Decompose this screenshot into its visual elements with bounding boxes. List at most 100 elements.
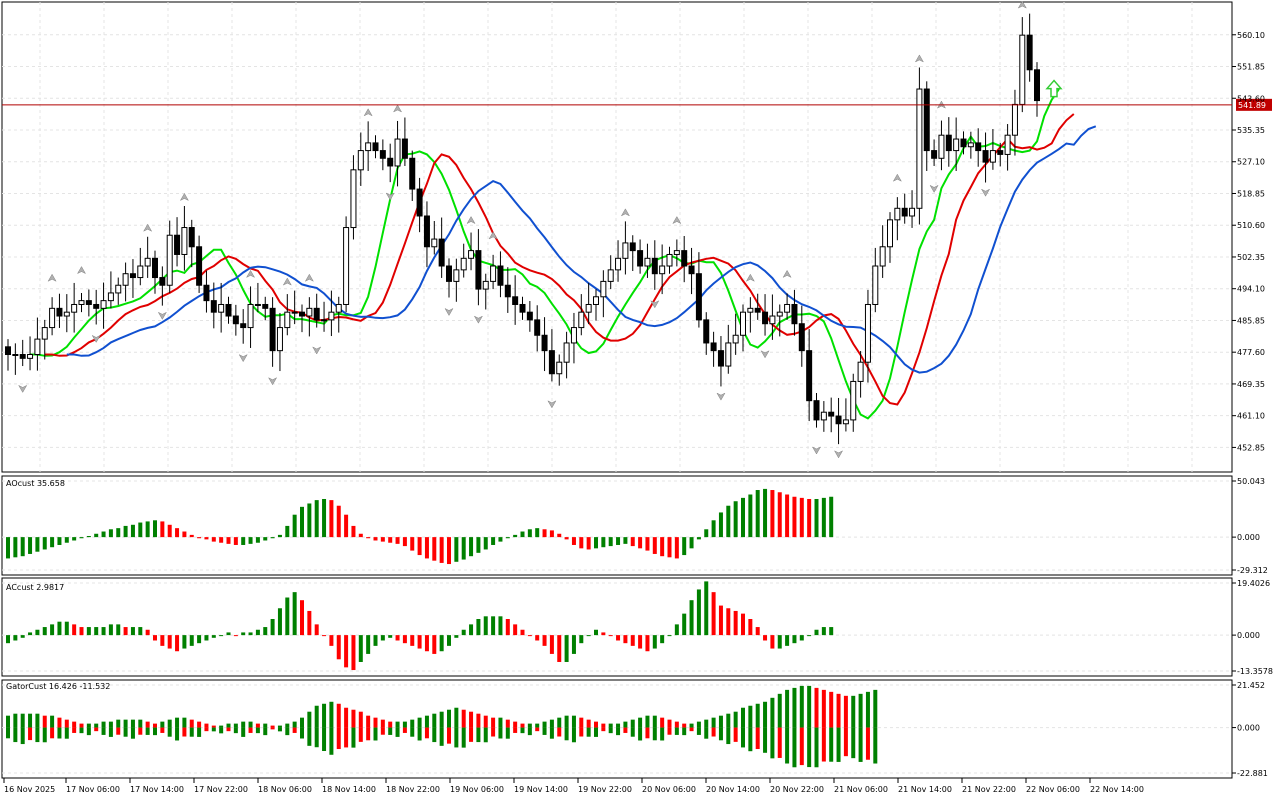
ao-panel[interactable] <box>6 488 834 565</box>
histogram-bar <box>130 627 135 636</box>
bull-candle <box>732 334 739 344</box>
fractal-up-arrow <box>892 173 902 182</box>
panel-frames <box>1 1 1233 779</box>
histogram-bar <box>447 635 451 646</box>
price-panel[interactable]: 541.89 <box>2 0 1272 459</box>
bull-candle <box>34 338 41 355</box>
histogram-bar <box>718 512 723 538</box>
gator-upper-bar <box>469 711 474 728</box>
histogram-bar <box>285 525 290 538</box>
gator-lower-bar <box>821 727 826 762</box>
histogram-bar <box>660 635 665 644</box>
gator-lower-bar <box>542 727 547 735</box>
price-tick-label: 560.10 <box>1237 31 1265 40</box>
time-tick-label: 19 Nov 14:00 <box>514 785 568 794</box>
bear-candle <box>504 284 511 298</box>
bear-candle <box>982 150 989 163</box>
gator-lower-bar <box>6 727 10 739</box>
fractal-up-arrow <box>1017 0 1027 9</box>
histogram-bar <box>491 537 496 545</box>
histogram-bar <box>388 635 393 638</box>
gator-lower-bar <box>116 727 121 735</box>
bear-candle <box>372 142 379 152</box>
bull-candle <box>115 284 122 294</box>
histogram-bar <box>219 635 224 637</box>
fractal-down-arrow <box>238 354 248 363</box>
gator-upper-bar <box>417 717 422 728</box>
candlesticks[interactable] <box>5 13 1040 445</box>
price-tick-label: 485.85 <box>1237 316 1265 325</box>
price-tick-label: 527.10 <box>1237 158 1265 167</box>
histogram-bar <box>667 635 672 637</box>
fractal-down-arrow <box>650 300 660 309</box>
histogram-bar <box>395 537 400 544</box>
histogram-bar <box>667 537 672 558</box>
bear-candle <box>196 246 203 286</box>
histogram-bar <box>322 635 327 637</box>
gator-lower-bar <box>454 727 459 748</box>
gator-lower-bar <box>491 727 496 737</box>
bull-candle <box>100 300 107 309</box>
gator-lower-bar <box>204 727 209 732</box>
bull-candle <box>122 273 129 286</box>
gator-lower-bar <box>513 727 518 733</box>
histogram-bar <box>285 597 290 636</box>
histogram-bar <box>689 600 694 636</box>
histogram-bar <box>189 635 194 646</box>
histogram-bar <box>476 537 481 553</box>
gator-upper-bar <box>586 719 591 728</box>
bull-candle <box>622 242 629 259</box>
gator-lower-bar <box>153 727 157 736</box>
price-tick-label: 461.10 <box>1237 412 1265 421</box>
gator-upper-bar <box>814 687 819 728</box>
gator-lower-bar <box>873 727 878 764</box>
bear-candle <box>446 265 452 282</box>
gator-upper-bar <box>542 721 547 728</box>
histogram-bar <box>358 533 363 538</box>
histogram-bar <box>292 592 297 636</box>
gator-upper-bar <box>130 719 135 728</box>
gator-upper-bar <box>358 711 363 728</box>
histogram-bar <box>79 627 84 636</box>
histogram-bar <box>557 635 562 662</box>
histogram-bar <box>175 635 180 652</box>
gator-upper-bar <box>843 695 848 728</box>
time-tick-label: 20 Nov 14:00 <box>706 785 760 794</box>
gator-lower-bar <box>402 727 407 733</box>
gator-upper-bar <box>307 711 312 728</box>
fractal-down-arrow <box>929 184 939 193</box>
price-tick-label: 452.85 <box>1237 443 1265 452</box>
gator-lower-bar <box>277 727 282 732</box>
fractal-arrows <box>18 0 1063 459</box>
gator-lower-bar <box>410 727 415 737</box>
ac-panel[interactable] <box>6 581 834 671</box>
gator-panel[interactable] <box>6 685 878 768</box>
histogram-bar <box>20 635 25 638</box>
bull-candle <box>490 265 497 282</box>
histogram-bar <box>197 537 202 539</box>
histogram-bar <box>35 537 40 552</box>
bull-candle <box>166 234 173 286</box>
histogram-bar <box>94 533 99 538</box>
bull-candle <box>181 227 188 255</box>
gator-lower-bar <box>623 727 628 733</box>
histogram-bar <box>13 537 18 558</box>
bear-candle <box>129 273 136 279</box>
histogram-bar <box>741 497 745 538</box>
bear-candle <box>56 307 63 317</box>
gator-upper-bar <box>182 717 187 728</box>
gator-upper-bar <box>638 717 643 728</box>
fractal-up-arrow <box>245 269 256 278</box>
histogram-bar <box>28 537 33 554</box>
histogram-bar <box>344 514 349 538</box>
gator-lower-bar <box>64 727 69 739</box>
bear-candle <box>438 238 445 267</box>
gator-lower-bar <box>469 727 474 742</box>
histogram-bar <box>439 635 444 652</box>
bear-candle <box>152 257 158 279</box>
histogram-bar <box>322 498 327 538</box>
fractal-down-arrow <box>811 446 822 455</box>
bear-candle <box>791 303 798 325</box>
histogram-bar <box>674 624 679 636</box>
